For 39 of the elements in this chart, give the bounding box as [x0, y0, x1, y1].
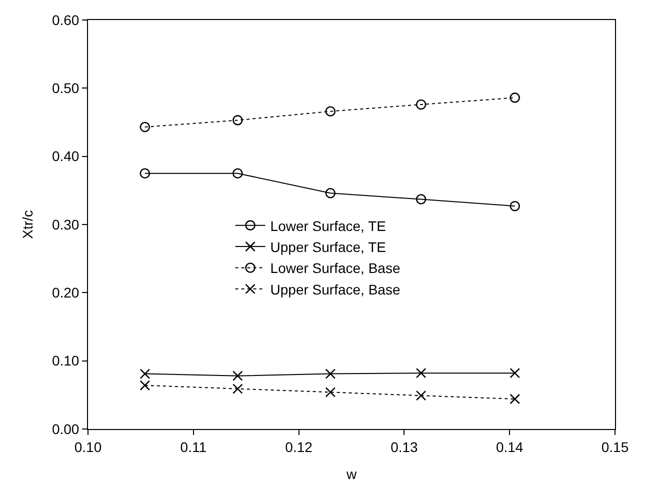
point	[140, 380, 150, 391]
y-axis-title: Xtr/c	[20, 210, 36, 239]
y-tick-label: 0.30	[52, 216, 80, 232]
point	[416, 99, 426, 110]
x-tick-label: 0.13	[390, 438, 418, 455]
legend-label: Lower Surface, Base	[270, 260, 400, 276]
y-tick-label: 0.50	[52, 80, 80, 96]
point	[232, 168, 243, 179]
legend-label: Upper Surface, Base	[270, 281, 400, 298]
point	[140, 368, 150, 379]
point	[510, 394, 520, 404]
y-tick-label: 0.20	[52, 284, 80, 301]
point	[325, 368, 336, 379]
point	[232, 370, 243, 381]
y-tick-label: 0.60	[52, 12, 80, 28]
y-tick-label: 0.40	[52, 148, 80, 164]
point	[510, 200, 520, 212]
legend-label: Upper Surface, TE	[270, 238, 386, 255]
legend-label: Lower Surface, TE	[270, 218, 386, 234]
x-tick-label: 0.11	[180, 438, 207, 455]
point	[232, 384, 243, 394]
point	[510, 92, 520, 103]
x-tick-label: 0.10	[74, 438, 102, 455]
point	[325, 387, 336, 398]
y-tick-label: 0.10	[52, 352, 80, 369]
point	[416, 368, 426, 378]
point	[510, 368, 520, 378]
point	[140, 168, 150, 179]
point	[232, 115, 243, 126]
point	[140, 122, 150, 132]
x-tick-label: 0.15	[601, 438, 629, 455]
x-tick-label: 0.14	[496, 438, 524, 455]
point	[416, 390, 426, 401]
x-tick-label: 0.12	[285, 438, 313, 455]
x-axis-title: w	[345, 466, 358, 482]
point	[416, 194, 426, 204]
point	[325, 106, 336, 116]
point	[325, 188, 336, 198]
y-tick-label: 0.00	[52, 420, 80, 437]
